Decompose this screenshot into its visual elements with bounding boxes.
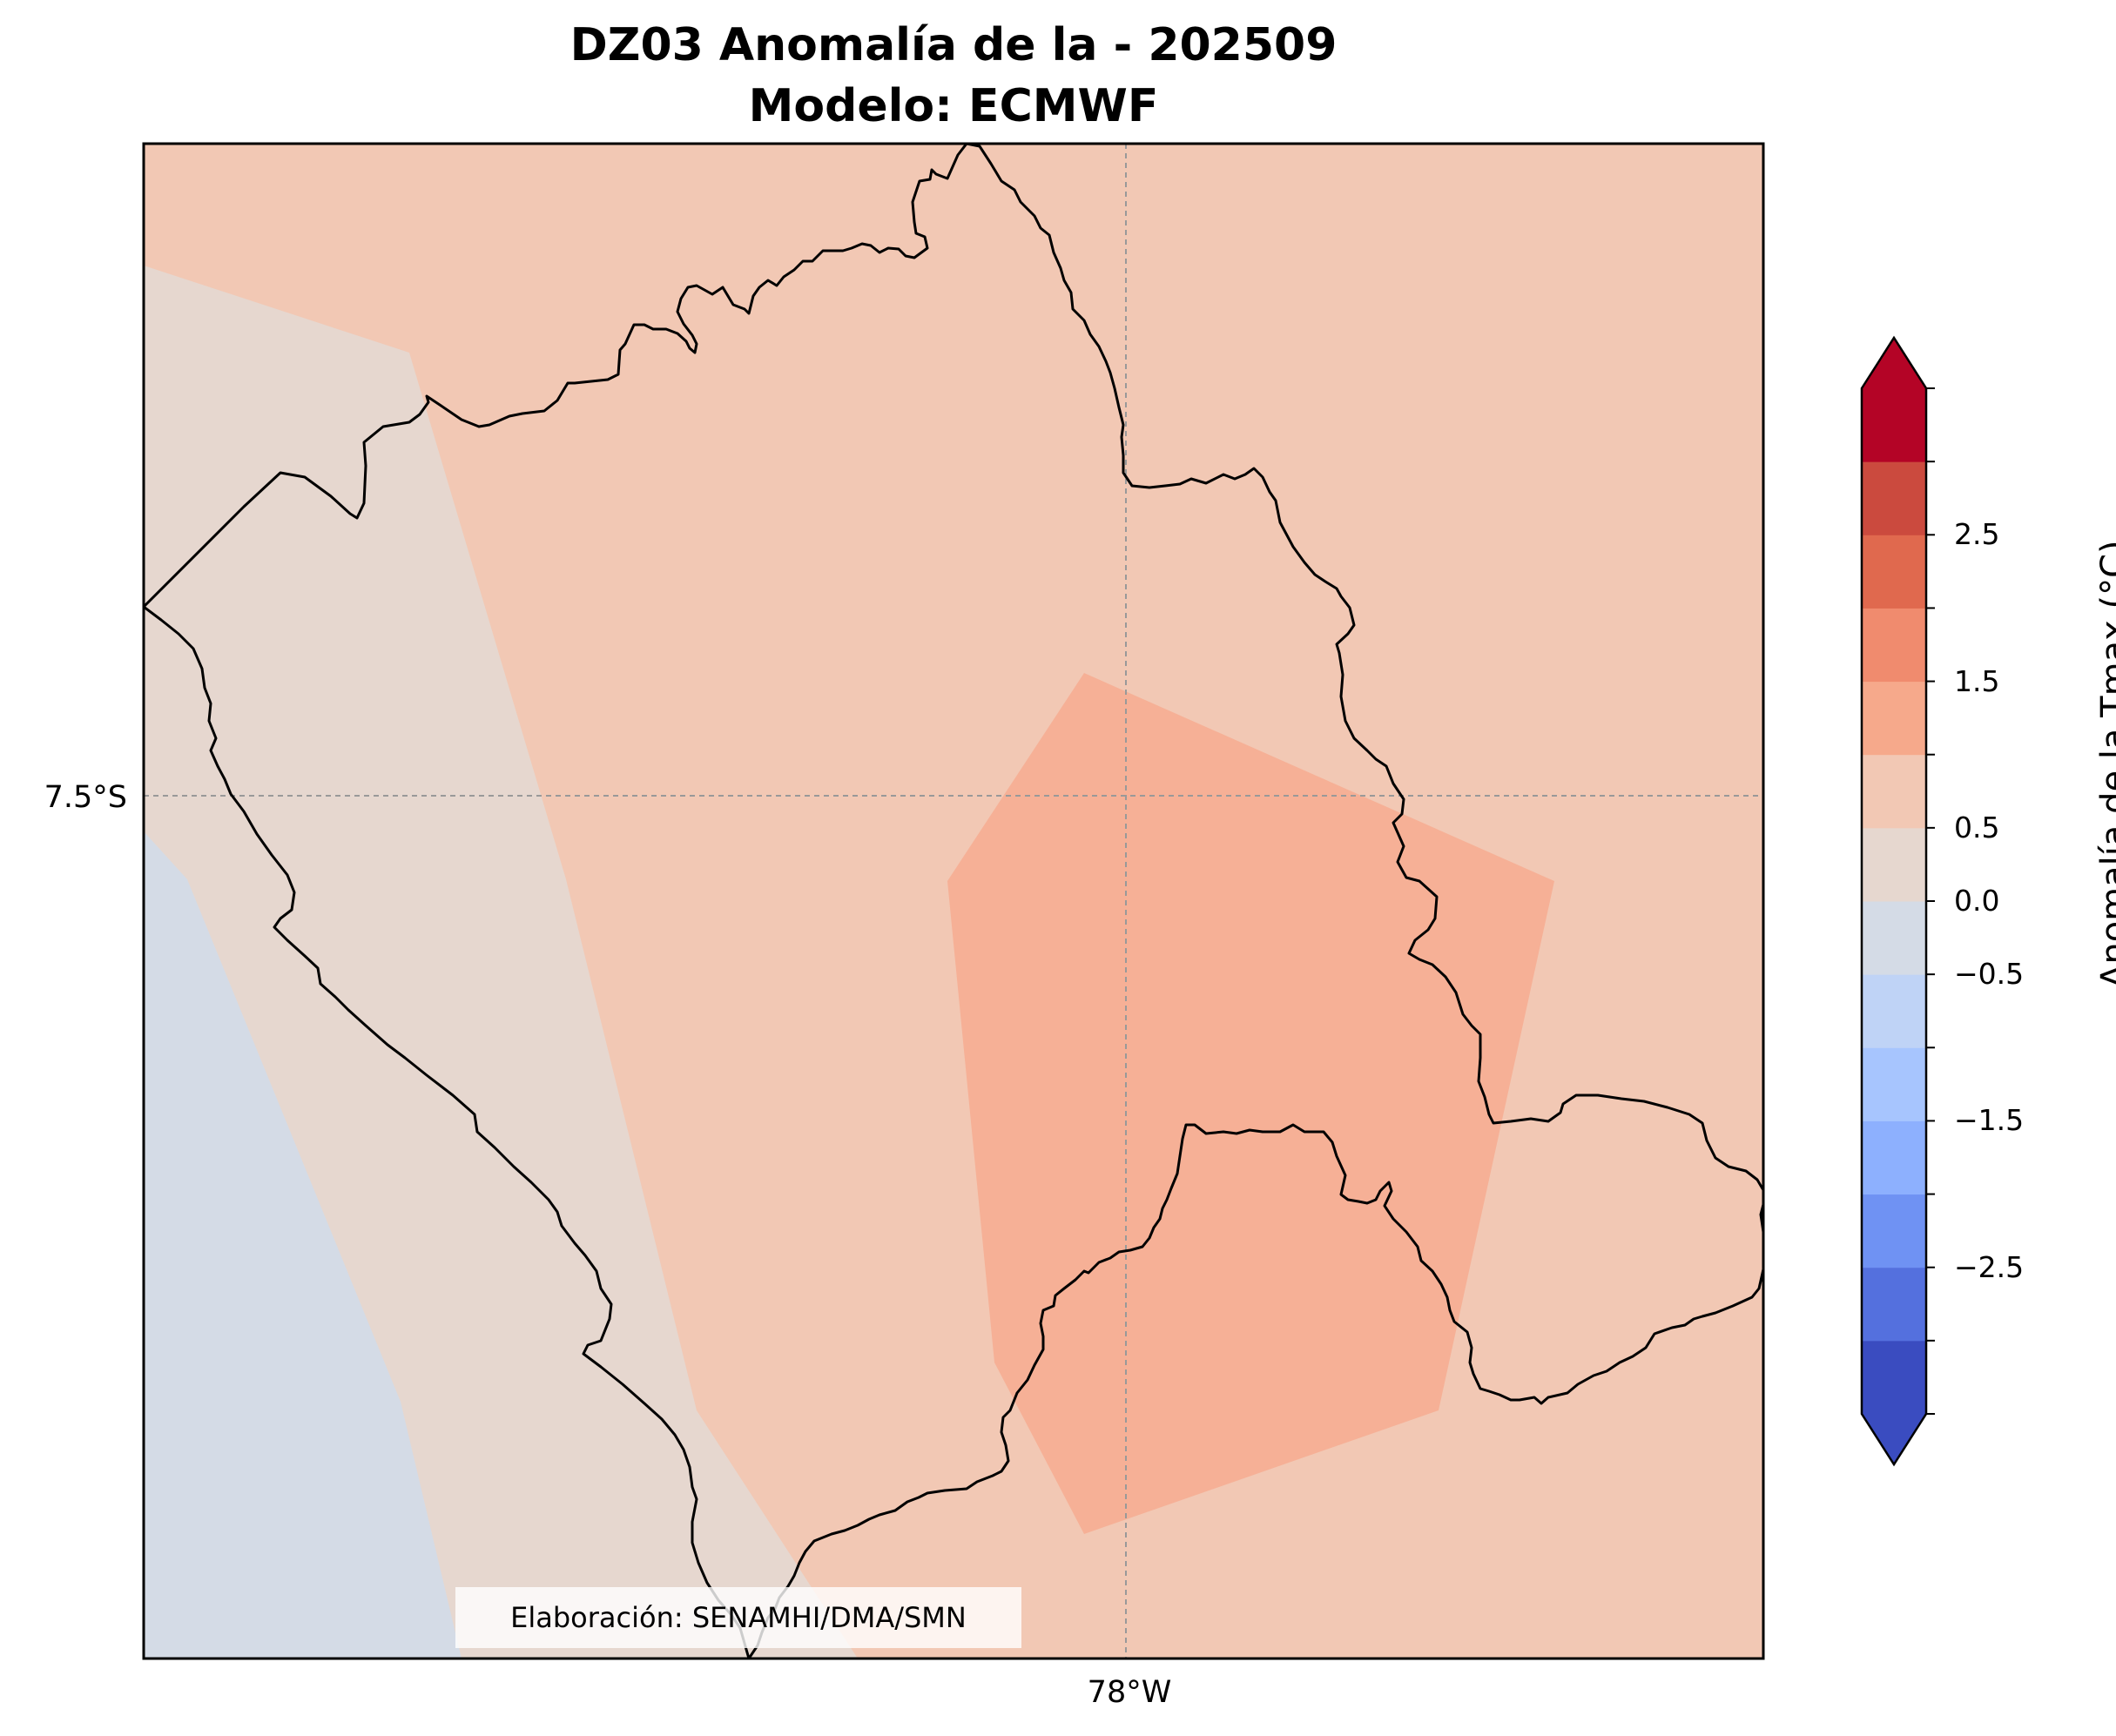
colorbar-segment — [1862, 388, 1926, 462]
colorbar-segment — [1862, 1047, 1926, 1121]
map-area — [144, 144, 1763, 1659]
coastline — [144, 605, 751, 1659]
colorbar-tick-label: 0.0 — [1954, 884, 2000, 918]
colorbar-extend-top — [1862, 338, 1926, 388]
longitude-label: 78°W — [1087, 1675, 1172, 1710]
colorbar-segment — [1862, 608, 1926, 683]
colorbar-segment — [1862, 461, 1926, 535]
colorbar-tick-label: 0.5 — [1954, 810, 2000, 844]
colorbar-segment — [1862, 754, 1926, 829]
colorbar-segment — [1862, 827, 1926, 902]
colorbar-label: Anomalía de la Tmax (°C) — [2094, 540, 2116, 988]
colorbar-segment — [1862, 535, 1926, 609]
colorbar-tick-label: −1.5 — [1954, 1103, 2025, 1138]
map-frame — [142, 142, 1765, 1660]
colorbar-segment — [1862, 1120, 1926, 1195]
credit-text: Elaboración: SENAMHI/DMA/SMN — [455, 1587, 1021, 1648]
colorbar-tick-label: 2.5 — [1954, 517, 2000, 552]
colorbar-segment — [1862, 974, 1926, 1048]
anomaly-field-warm — [947, 673, 1554, 1534]
colorbar-segment — [1862, 901, 1926, 975]
department-boundary — [144, 144, 1763, 1659]
colorbar-segment — [1862, 1267, 1926, 1342]
colorbar-tick-label: −0.5 — [1954, 957, 2025, 992]
latitude-label: 7.5°S — [44, 780, 127, 815]
colorbar-segment — [1862, 1340, 1926, 1415]
colorbar-tick-label: −2.5 — [1954, 1249, 2025, 1284]
colorbar-segment — [1862, 681, 1926, 756]
colorbar-segment — [1862, 1194, 1926, 1268]
colorbar-tick-label: 1.5 — [1954, 663, 2000, 698]
map-subtitle: Modelo: ECMWF — [748, 80, 1159, 132]
colorbar-extend-bottom — [1862, 1414, 1926, 1464]
colorbar — [1860, 335, 1935, 1467]
map-title: DZ03 Anomalía de la - 202509 — [569, 19, 1338, 71]
anomaly-field-slight-negative — [144, 831, 462, 1659]
